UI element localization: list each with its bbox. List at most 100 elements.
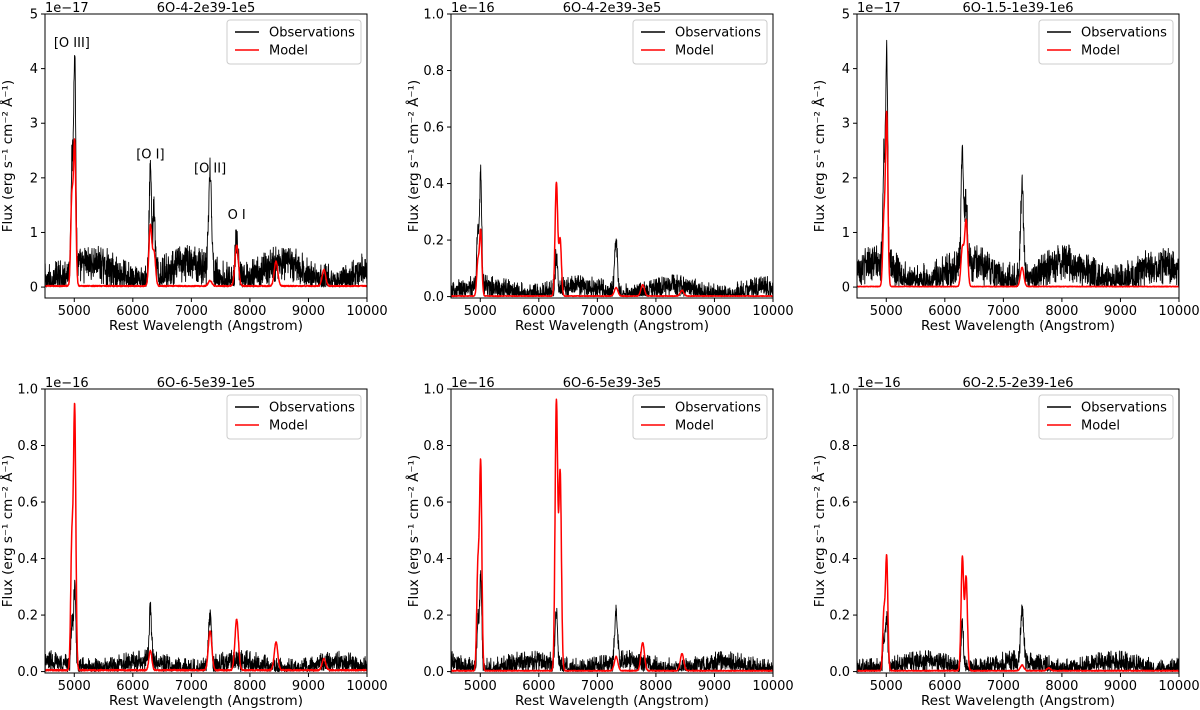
x-tick-label: 6000 [928,679,961,694]
chart-title: 6O-4-2e39-3e5 [563,1,662,16]
x-axis-label: Rest Wavelength (Angstrom) [109,318,303,334]
y-tick-label: 0 [30,281,38,296]
chart-panel-2: 5000 6000 7000 8000 9000 10000 0.0 0.2 0.4 0.6 0.8… [405,1,794,334]
x-tick-label: 8000 [233,679,266,694]
legend-label: Model [1081,44,1120,59]
line-annotation: [O I] [136,148,164,163]
y-tick-label: 0.6 [423,121,444,136]
y-tick-label: 0.6 [829,496,850,511]
chart-title: 6O-6-5e39-1e5 [157,376,256,391]
axes-frame [44,13,368,299]
y-axis-label: Flux (erg s⁻¹ cm⁻² Å⁻¹) [811,80,828,232]
x-axis-label: Rest Wavelength (Angstrom) [515,693,709,709]
series-line-observations [45,55,367,288]
y-tick-label: 0 [842,281,850,296]
x-axis-label: Rest Wavelength (Angstrom) [109,693,303,709]
x-tick-label: 6000 [116,679,149,694]
x-axis-label: Rest Wavelength (Angstrom) [921,693,1115,709]
legend: Observations Model [1038,394,1174,440]
x-tick-label: 6000 [116,304,149,319]
x-tick-label: 5000 [870,679,903,694]
legend-label: Observations [269,26,355,41]
y-tick-label: 0.2 [17,609,38,624]
axis-offset-text: 1e−17 [45,1,89,16]
plot-area [451,164,773,298]
axis-offset-text: 1e−16 [451,1,495,16]
axes-frame [450,13,774,299]
x-tick-label: 8000 [1045,679,1078,694]
y-tick-label: 0.4 [423,177,444,192]
plot-area [451,398,773,673]
series-line-model [45,138,367,288]
y-tick-label: 0.8 [423,439,444,454]
legend-label: Model [675,419,714,434]
legend-box [226,394,362,440]
y-tick-label: 5 [30,8,38,23]
series-line-observations [451,570,773,673]
chart-panel-5: 5000 6000 7000 8000 9000 10000 0.0 0.2 0.4 0.6 0.8… [405,376,794,709]
plot-area [45,55,367,288]
line-annotation: [O III] [54,36,90,51]
x-axis-label: Rest Wavelength (Angstrom) [515,318,709,334]
plot-area [45,402,367,673]
x-tick-label: 6000 [522,304,555,319]
x-tick-label: 5000 [58,679,91,694]
x-tick-label: 8000 [639,304,672,319]
legend-box [226,19,362,65]
series-line-observations [45,579,367,673]
y-tick-label: 1.0 [423,8,444,23]
line-annotation: O I [228,208,246,223]
x-tick-label: 8000 [1045,304,1078,319]
chart-title: 6O-4-2e39-1e5 [157,1,256,16]
y-tick-label: 0.4 [17,552,38,567]
legend-label: Observations [1081,26,1167,41]
y-tick-label: 4 [842,62,850,77]
y-tick-label: 0.4 [829,552,850,567]
chart-title: 6O-2.5-2e39-1e6 [963,376,1074,391]
x-tick-label: 9000 [698,304,731,319]
x-tick-label: 9000 [1104,679,1137,694]
line-annotation: [O II] [194,161,226,176]
x-tick-label: 10000 [1158,679,1199,694]
x-axis-label: Rest Wavelength (Angstrom) [921,318,1115,334]
x-tick-label: 10000 [346,304,387,319]
y-tick-label: 4 [30,62,38,77]
y-tick-label: 3 [842,117,850,132]
x-tick-label: 7000 [581,679,614,694]
y-tick-label: 0.6 [423,496,444,511]
y-tick-label: 1.0 [423,383,444,398]
y-axis-label: Flux (erg s⁻¹ cm⁻² Å⁻¹) [405,455,422,607]
y-tick-label: 0.0 [423,290,444,305]
series-line-model [45,402,367,672]
chart-panel-3: 5000 6000 7000 8000 9000 10000 0 1 2 3 4 5 1e−17 6O-1… [811,1,1200,334]
series-line-model [451,181,773,298]
y-tick-label: 1 [842,226,850,241]
x-tick-label: 5000 [464,679,497,694]
legend: Observations Model [226,394,362,440]
y-axis-label: Flux (erg s⁻¹ cm⁻² Å⁻¹) [405,80,422,232]
y-tick-label: 0.4 [423,552,444,567]
y-tick-label: 0.8 [829,439,850,454]
y-tick-label: 0.2 [829,609,850,624]
legend-box [632,394,768,440]
y-axis-label: Flux (erg s⁻¹ cm⁻² Å⁻¹) [0,455,16,607]
x-tick-label: 5000 [464,304,497,319]
x-tick-label: 9000 [292,304,325,319]
x-tick-label: 6000 [928,304,961,319]
x-tick-label: 8000 [639,679,672,694]
axis-offset-text: 1e−17 [857,1,901,16]
y-tick-label: 0.2 [423,609,444,624]
legend-box [632,19,768,65]
series-line-model [857,554,1179,672]
y-tick-label: 3 [30,117,38,132]
chart-title: 6O-6-5e39-3e5 [563,376,662,391]
legend-box [1038,19,1174,65]
axis-offset-text: 1e−16 [857,376,901,391]
x-tick-label: 10000 [1158,304,1199,319]
y-axis-label: Flux (erg s⁻¹ cm⁻² Å⁻¹) [811,455,828,607]
y-axis-label: Flux (erg s⁻¹ cm⁻² Å⁻¹) [0,80,16,232]
x-tick-label: 5000 [58,304,91,319]
x-tick-label: 10000 [752,679,793,694]
legend: Observations Model [1038,19,1174,65]
legend: Observations Model [226,19,362,65]
